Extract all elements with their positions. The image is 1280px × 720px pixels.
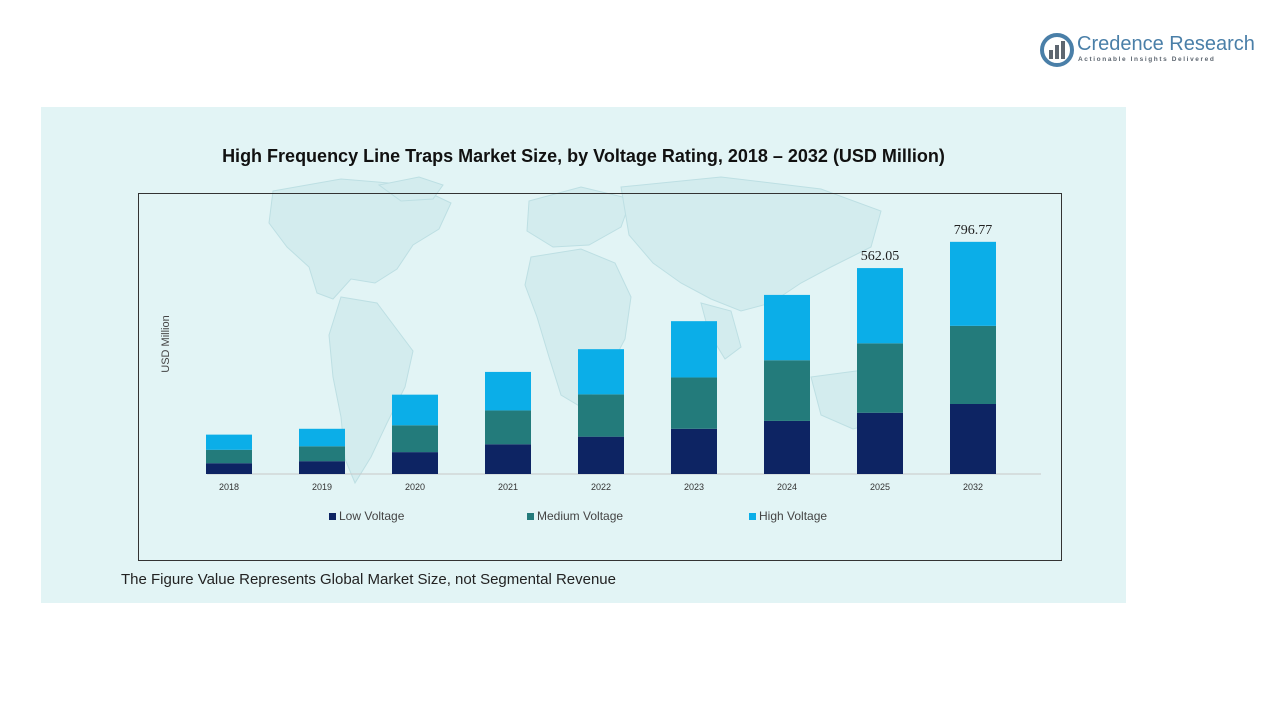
bar-medium-voltage-2024 [764, 360, 810, 421]
brand-name: Credence Research [1077, 33, 1255, 55]
bar-medium-voltage-2032 [950, 325, 996, 404]
legend-swatch-low-voltage [329, 513, 336, 520]
x-tick-label-2022: 2022 [591, 482, 611, 492]
chart-panel: High Frequency Line Traps Market Size, b… [41, 107, 1126, 603]
x-tick-label-2020: 2020 [405, 482, 425, 492]
bar-medium-voltage-2018 [206, 449, 252, 464]
legend-swatch-medium-voltage [527, 513, 534, 520]
y-axis-label: USD Million [160, 315, 172, 372]
x-tick-label-2018: 2018 [219, 482, 239, 492]
bar-medium-voltage-2021 [485, 410, 531, 445]
bar-low-voltage-2018 [206, 463, 252, 474]
bar-high-voltage-2020 [392, 394, 438, 426]
bar-low-voltage-2021 [485, 444, 531, 474]
data-label-2025: 562.05 [861, 249, 900, 264]
bar-low-voltage-2022 [578, 436, 624, 474]
bar-high-voltage-2021 [485, 371, 531, 411]
legend-label-low-voltage: Low Voltage [339, 509, 405, 523]
bar-low-voltage-2019 [299, 461, 345, 474]
bar-high-voltage-2018 [206, 434, 252, 450]
legend-swatch-high-voltage [749, 513, 756, 520]
brand-mark-icon [1040, 33, 1074, 67]
brand-logo: Credence Research Actionable Insights De… [1040, 31, 1255, 71]
bar-medium-voltage-2019 [299, 446, 345, 462]
bar-medium-voltage-2025 [857, 343, 903, 413]
x-tick-label-2023: 2023 [684, 482, 704, 492]
legend-label-medium-voltage: Medium Voltage [537, 509, 623, 523]
bar-high-voltage-2023 [671, 321, 717, 378]
brand-tagline: Actionable Insights Delivered [1078, 56, 1216, 63]
data-label-2032: 796.77 [954, 223, 993, 238]
x-tick-label-2024: 2024 [777, 482, 797, 492]
bar-high-voltage-2025 [857, 268, 903, 344]
bar-low-voltage-2020 [392, 452, 438, 474]
legend-label-high-voltage: High Voltage [759, 509, 827, 523]
x-tick-label-2021: 2021 [498, 482, 518, 492]
bar-high-voltage-2024 [764, 294, 810, 361]
bar-low-voltage-2023 [671, 428, 717, 474]
x-tick-label-2019: 2019 [312, 482, 332, 492]
bar-low-voltage-2032 [950, 404, 996, 474]
stacked-bar-chart: USD Million 2018 2019 2020 2021 2022 2023 2024 2… [160, 223, 1041, 523]
bar-medium-voltage-2020 [392, 425, 438, 453]
bar-medium-voltage-2022 [578, 394, 624, 437]
bar-high-voltage-2019 [299, 428, 345, 447]
bar-low-voltage-2024 [764, 420, 810, 474]
footnote: The Figure Value Represents Global Marke… [121, 571, 616, 588]
bar-medium-voltage-2023 [671, 377, 717, 429]
chart-title: High Frequency Line Traps Market Size, b… [222, 146, 945, 166]
x-tick-label-2032: 2032 [963, 482, 983, 492]
bar-high-voltage-2022 [578, 349, 624, 395]
x-tick-label-2025: 2025 [870, 482, 890, 492]
bar-high-voltage-2032 [950, 241, 996, 326]
plot-area: USD Million 2018 2019 2020 2021 2022 2023 2024 2… [138, 193, 1062, 561]
bar-low-voltage-2025 [857, 412, 903, 474]
